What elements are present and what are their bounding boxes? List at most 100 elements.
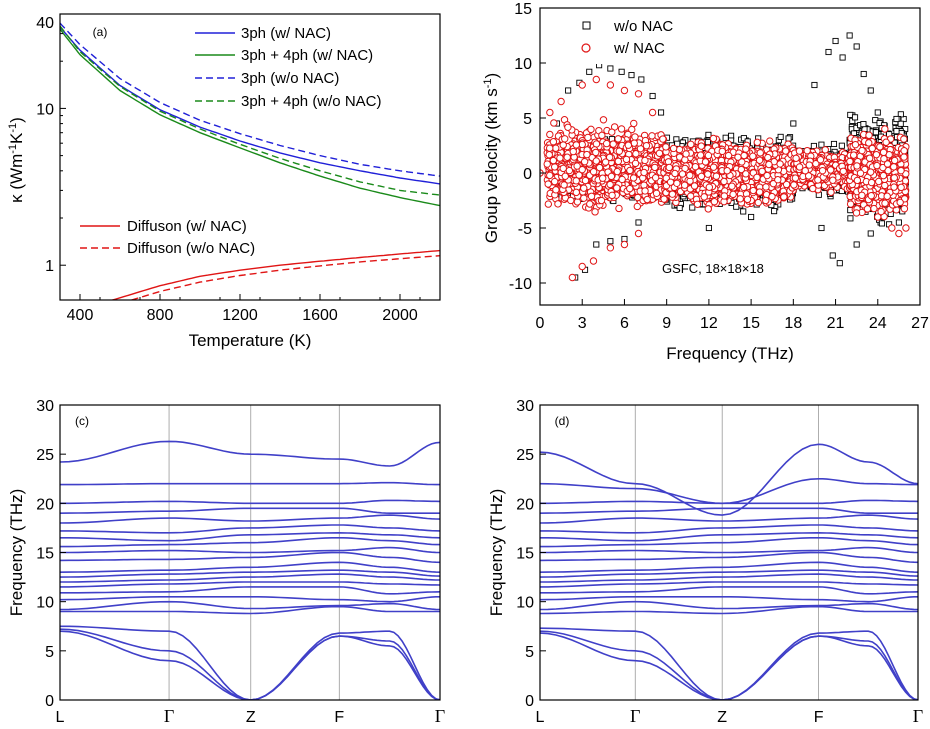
scatter-point-b-1: [614, 157, 623, 165]
scatter-point-b-0: [705, 131, 712, 138]
scatter-point-b-1: [631, 159, 640, 168]
scatter-point-b-1: [549, 138, 558, 146]
scatter-point-b-1: [633, 202, 642, 211]
legend-label-a-2: 3ph (w/o NAC): [241, 70, 339, 87]
scatter-point-b-1: [592, 157, 600, 165]
scatter-point-b-0: [874, 109, 881, 116]
scatter-point-b-1: [622, 155, 631, 164]
scatter-point-b-1: [634, 193, 642, 202]
scatter-point-b-1: [559, 141, 567, 149]
scatter-point-b-1: [573, 162, 581, 170]
scatter-point-b-0: [785, 135, 792, 142]
scatter-point-b-1: [583, 150, 591, 159]
scatter-point-b-1: [659, 135, 667, 143]
scatter-point-b-0: [810, 142, 817, 150]
scatter-point-b-0: [846, 32, 853, 39]
series-line-a-0: [60, 26, 440, 185]
scatter-point-b-1: [556, 154, 564, 162]
y-tick-label-a-1: 10: [36, 101, 54, 118]
panel-label-a: (a): [93, 25, 108, 39]
y-axis-label-a-part: -1: [7, 144, 19, 154]
scatter-point-b-1: [589, 167, 598, 176]
scatter-point-b-1: [648, 132, 656, 140]
scatter-point-b-0: [689, 204, 696, 211]
scatter-point-b-1: [546, 130, 554, 139]
scatter-point-b-1: [598, 174, 607, 182]
scatter-point-b-1: [888, 224, 896, 232]
scatter-point-b-0: [838, 142, 845, 149]
scatter-point-b-0: [891, 139, 898, 146]
scatter-point-b-0: [676, 204, 683, 212]
x-tick-label-a-2: 1200: [222, 307, 258, 324]
scatter-point-b-1: [586, 200, 594, 208]
scatter-point-b-1: [552, 144, 560, 152]
scatter-point-b-1: [629, 174, 638, 182]
scatter-point-b-0: [704, 139, 711, 146]
scatter-point-b-0: [607, 65, 614, 72]
scatter-point-b-0: [829, 252, 836, 259]
scatter-point-b-1: [651, 163, 659, 172]
scatter-point-b-1: [595, 163, 604, 172]
scatter-point-b-1: [578, 262, 586, 271]
scatter-point-b-1: [599, 116, 608, 124]
scatter-point-b-0: [618, 68, 625, 75]
scatter-point-b-0: [895, 219, 902, 226]
y-axis-label-a-part: -1: [7, 123, 19, 133]
scatter-point-b-1: [620, 86, 629, 95]
y-tick-label-a-0: 1: [45, 258, 54, 275]
scatter-point-b-0: [638, 76, 645, 83]
scatter-point-b-1: [565, 166, 574, 175]
scatter-point-b-1: [572, 177, 580, 185]
scatter-point-b-1: [584, 133, 592, 142]
scatter-point-b-1: [626, 166, 634, 175]
y-axis-label-a: κ (Wm-1K-1): [7, 117, 26, 203]
scatter-point-b-1: [606, 244, 615, 252]
panel-b-plot-area: [540, 32, 910, 282]
legend-label-a-0: 3ph (w/ NAC): [241, 25, 331, 42]
scatter-point-b-1: [550, 177, 559, 186]
scatter-point-b-1: [580, 184, 588, 192]
scatter-point-b-1: [617, 125, 626, 133]
scatter-point-b-1: [598, 131, 606, 140]
scatter-point-b-1: [591, 208, 599, 216]
y-tick-label-a-2: 40: [36, 15, 54, 32]
scatter-point-b-1: [587, 192, 596, 200]
scatter-point-b-1: [655, 149, 664, 157]
scatter-point-b-0: [593, 241, 600, 248]
scatter-point-b-1: [613, 184, 621, 192]
scatter-point-b-0: [897, 120, 904, 127]
scatter-point-b-0: [586, 68, 593, 75]
scatter-point-b-1: [568, 273, 577, 282]
scatter-point-b-0: [722, 134, 729, 141]
legend-label-a-1: 3ph + 4ph (w/ NAC): [241, 47, 373, 64]
scatter-point-b-1: [614, 135, 622, 143]
scatter-point-b-1: [546, 171, 554, 180]
scatter-point-b-1: [643, 195, 651, 204]
scatter-point-b-0: [811, 81, 818, 89]
scatter-point-b-1: [550, 119, 558, 127]
scatter-point-b-1: [648, 108, 657, 117]
legend-label-a-3: 3ph + 4ph (w/o NAC): [241, 93, 382, 110]
scatter-point-b-0: [851, 114, 859, 121]
scatter-point-b-0: [649, 92, 656, 100]
scatter-point-b-1: [634, 229, 643, 238]
scatter-point-b-0: [867, 87, 874, 94]
scatter-point-b-0: [748, 213, 755, 221]
scatter-point-b-0: [893, 115, 900, 123]
scatter-point-b-1: [608, 128, 616, 136]
scatter-point-b-1: [632, 150, 640, 158]
scatter-point-b-1: [641, 187, 649, 195]
scatter-point-b-1: [560, 181, 568, 189]
scatter-point-b-1: [652, 189, 661, 197]
scatter-point-b-1: [572, 141, 581, 149]
scatter-point-b-1: [587, 125, 595, 134]
scatter-point-b-1: [618, 175, 626, 184]
scatter-point-b-1: [881, 125, 889, 133]
scatter-point-b-1: [641, 156, 649, 165]
scatter-point-b-1: [567, 196, 575, 205]
scatter-point-b-1: [559, 164, 567, 173]
scatter-point-b-0: [771, 208, 778, 215]
scatter-point-b-0: [860, 121, 867, 128]
scatter-point-b-1: [557, 97, 565, 106]
